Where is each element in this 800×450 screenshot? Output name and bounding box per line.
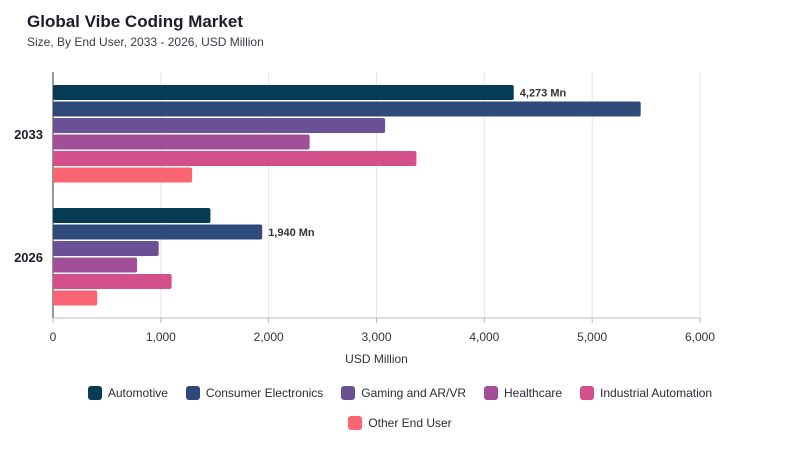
bar (53, 134, 310, 150)
legend-label: Automotive (107, 386, 168, 400)
chart-subtitle: Size, By End User, 2033 - 2026, USD Mill… (27, 35, 264, 49)
chart-legend: Automotive Consumer Electronics Gaming and… (0, 383, 800, 443)
bar (53, 274, 172, 289)
legend-item: Automotive (87, 386, 168, 400)
x-tick-label: 5,000 (577, 330, 607, 344)
legend-swatch (348, 416, 363, 430)
x-axis-title: USD Million (345, 352, 408, 366)
legend-item: Consumer Electronics (185, 386, 324, 400)
data-label: 1,940 Mn (268, 227, 315, 239)
bar (53, 167, 193, 183)
bar (53, 241, 159, 256)
x-tick-label: 1,000 (146, 330, 176, 344)
legend-swatch (341, 386, 356, 400)
legend-label: Industrial Automation (600, 386, 713, 400)
x-tick-label: 3,000 (361, 330, 391, 344)
bar (53, 151, 417, 166)
legend-swatch (484, 386, 498, 400)
data-label: 4,273 Mn (520, 88, 567, 100)
legend-row: Automotive Consumer Electronics Gaming and… (0, 383, 800, 403)
legend-item: Industrial Automation (580, 386, 712, 400)
legend-label: Consumer Electronics (205, 386, 324, 400)
legend-item: Gaming and AR/VR (341, 386, 466, 400)
x-tick-label: 0 (50, 330, 57, 344)
bar (53, 290, 98, 306)
bar (53, 118, 386, 133)
legend-item: Healthcare (484, 386, 562, 400)
legend-swatch (87, 386, 102, 400)
bar (53, 101, 641, 117)
x-tick-label: 4,000 (469, 330, 499, 344)
bar (53, 224, 263, 240)
chart-title: Global Vibe Coding Market (27, 12, 243, 31)
legend-label: Gaming and AR/VR (361, 386, 466, 400)
category-label: 2026 (14, 250, 43, 265)
bar (53, 85, 514, 100)
x-tick-label: 6,000 (685, 330, 715, 344)
legend-swatch (580, 386, 595, 400)
bar-chart: 0 1,000 2,000 3,000 4,000 5,000 6,000 USD Milli… (14, 72, 715, 366)
x-tick-label: 2,000 (254, 330, 284, 344)
legend-row: Other End User (0, 413, 800, 433)
bar (53, 257, 138, 273)
legend-item: Other End User (348, 416, 452, 430)
legend-label: Healthcare (504, 386, 563, 400)
legend-swatch (185, 386, 200, 400)
bar (53, 208, 211, 223)
category-label: 2033 (14, 127, 43, 142)
legend-label: Other End User (368, 416, 452, 430)
